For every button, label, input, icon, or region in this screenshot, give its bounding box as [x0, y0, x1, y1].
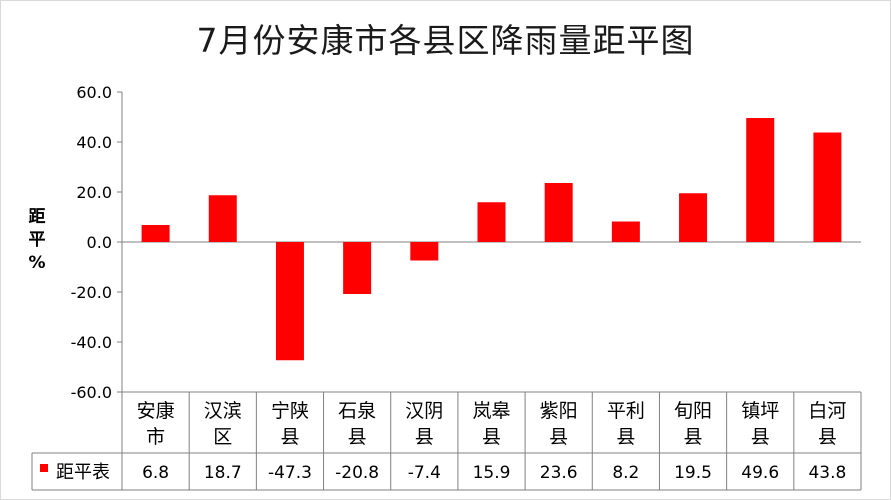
category-label: 县: [684, 426, 703, 448]
category-label: 平利: [607, 400, 645, 422]
category-label: 汉阴: [405, 400, 443, 422]
category-label: 紫阳: [540, 400, 578, 422]
data-label: -20.8: [335, 463, 379, 483]
chart-title: 7月份安康市各县区降雨量距平图: [196, 21, 695, 60]
bar: [275, 242, 304, 361]
category-label: 岚皋: [472, 400, 510, 422]
bars-group: [141, 118, 842, 361]
category-label: 安康: [137, 400, 175, 422]
y-tick-label: -60.0: [71, 383, 112, 402]
data-label: 8.2: [612, 463, 639, 483]
legend-label: 距平表: [56, 462, 110, 483]
category-label: 县: [348, 426, 367, 448]
bar: [141, 225, 170, 242]
bar: [746, 118, 775, 242]
data-table: 安康市 6.8 汉滨区 18.7 宁陕县 -47.3 石泉县 -20.8 汉阴县 -7.4 岚皋县 1…: [31, 391, 862, 491]
category-label: 镇坪: [741, 400, 779, 422]
y-tick-label: -20.0: [71, 283, 112, 302]
y-axis-label: 距 平 %: [24, 206, 50, 275]
y-axis-label-line: 距: [28, 207, 46, 227]
category-label: 白河: [808, 400, 846, 422]
category-label: 旬阳: [674, 400, 712, 422]
category-label: 区: [213, 426, 232, 448]
bar: [611, 221, 640, 242]
data-label: 6.8: [142, 463, 169, 483]
y-tick-label: 20.0: [76, 183, 112, 202]
bar: [343, 242, 372, 294]
data-label: 49.6: [741, 463, 779, 483]
category-label: 石泉: [338, 400, 376, 422]
bar: [410, 242, 439, 261]
category-label: 县: [751, 426, 770, 448]
data-label: 43.8: [808, 463, 846, 483]
data-label: -7.4: [408, 463, 441, 483]
data-label: 18.7: [204, 463, 242, 483]
bar: [208, 195, 237, 242]
category-label: 县: [482, 426, 501, 448]
data-label: 19.5: [674, 463, 712, 483]
category-label: 汉滨: [204, 400, 242, 422]
category-label: 市: [146, 426, 165, 448]
y-axis-label-line: %: [28, 253, 46, 273]
category-label: 县: [280, 426, 299, 448]
category-label: 县: [415, 426, 434, 448]
bar: [679, 193, 708, 242]
category-label: 宁陕: [271, 400, 309, 422]
bar: [813, 132, 842, 242]
y-axis-label-line: 平: [28, 230, 46, 250]
category-label: 县: [818, 426, 837, 448]
bar: [544, 183, 573, 242]
bar: [477, 202, 506, 242]
y-tick-label: -40.0: [71, 333, 112, 352]
legend-key: [40, 464, 48, 472]
y-tick-label: 60.0: [76, 83, 112, 102]
category-label: 县: [616, 426, 635, 448]
data-label: 23.6: [540, 463, 578, 483]
y-tick-label: 0.0: [87, 233, 112, 252]
category-label: 县: [549, 426, 568, 448]
y-tick-label: 40.0: [76, 133, 112, 152]
data-label: -47.3: [268, 463, 312, 483]
data-label: 15.9: [473, 463, 511, 483]
y-axis: 60.0 40.0 20.0 0.0 -20.0 -40.0 -60.0: [71, 83, 861, 402]
